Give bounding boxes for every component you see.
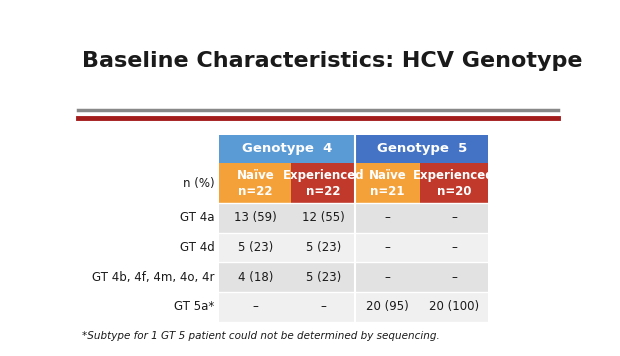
Text: *Subtype for 1 GT 5 patient could not be determined by sequencing.: *Subtype for 1 GT 5 patient could not be…: [82, 331, 440, 341]
Text: 20 (100): 20 (100): [429, 300, 479, 313]
Text: Genotype  4: Genotype 4: [242, 142, 332, 156]
Text: –: –: [384, 271, 391, 284]
Text: Experienced
n=22: Experienced n=22: [283, 169, 364, 198]
Bar: [219, 292, 489, 321]
Text: 4 (18): 4 (18): [237, 271, 273, 284]
Text: 20 (95): 20 (95): [366, 300, 409, 313]
Bar: [291, 163, 355, 203]
Text: 12 (55): 12 (55): [302, 211, 345, 224]
Text: 5 (23): 5 (23): [306, 271, 341, 284]
Text: –: –: [451, 271, 457, 284]
Text: Naïve
n=22: Naïve n=22: [236, 169, 274, 198]
Text: –: –: [252, 300, 258, 313]
Bar: [219, 233, 489, 262]
Text: –: –: [451, 211, 457, 224]
Text: n (%): n (%): [183, 177, 215, 190]
Text: –: –: [384, 241, 391, 254]
Text: –: –: [321, 300, 326, 313]
Text: 5 (23): 5 (23): [306, 241, 341, 254]
Bar: [219, 203, 489, 233]
Bar: [219, 135, 355, 163]
Bar: [219, 163, 291, 203]
Bar: [219, 262, 489, 292]
Text: 13 (59): 13 (59): [234, 211, 277, 224]
Text: GT 4d: GT 4d: [180, 241, 215, 254]
Bar: [355, 163, 420, 203]
Text: GT 5a*: GT 5a*: [174, 300, 215, 313]
Text: Naïve
n=21: Naïve n=21: [368, 169, 406, 198]
Text: 5 (23): 5 (23): [237, 241, 273, 254]
Text: GT 4a: GT 4a: [180, 211, 215, 224]
Text: –: –: [384, 211, 391, 224]
Text: Baseline Characteristics: HCV Genotype: Baseline Characteristics: HCV Genotype: [82, 51, 583, 71]
Text: Experienced
n=20: Experienced n=20: [413, 169, 495, 198]
Text: GT 4b, 4f, 4m, 4o, 4r: GT 4b, 4f, 4m, 4o, 4r: [92, 271, 215, 284]
Text: –: –: [451, 241, 457, 254]
Text: Genotype  5: Genotype 5: [377, 142, 467, 156]
Bar: [420, 163, 489, 203]
Bar: [355, 135, 489, 163]
